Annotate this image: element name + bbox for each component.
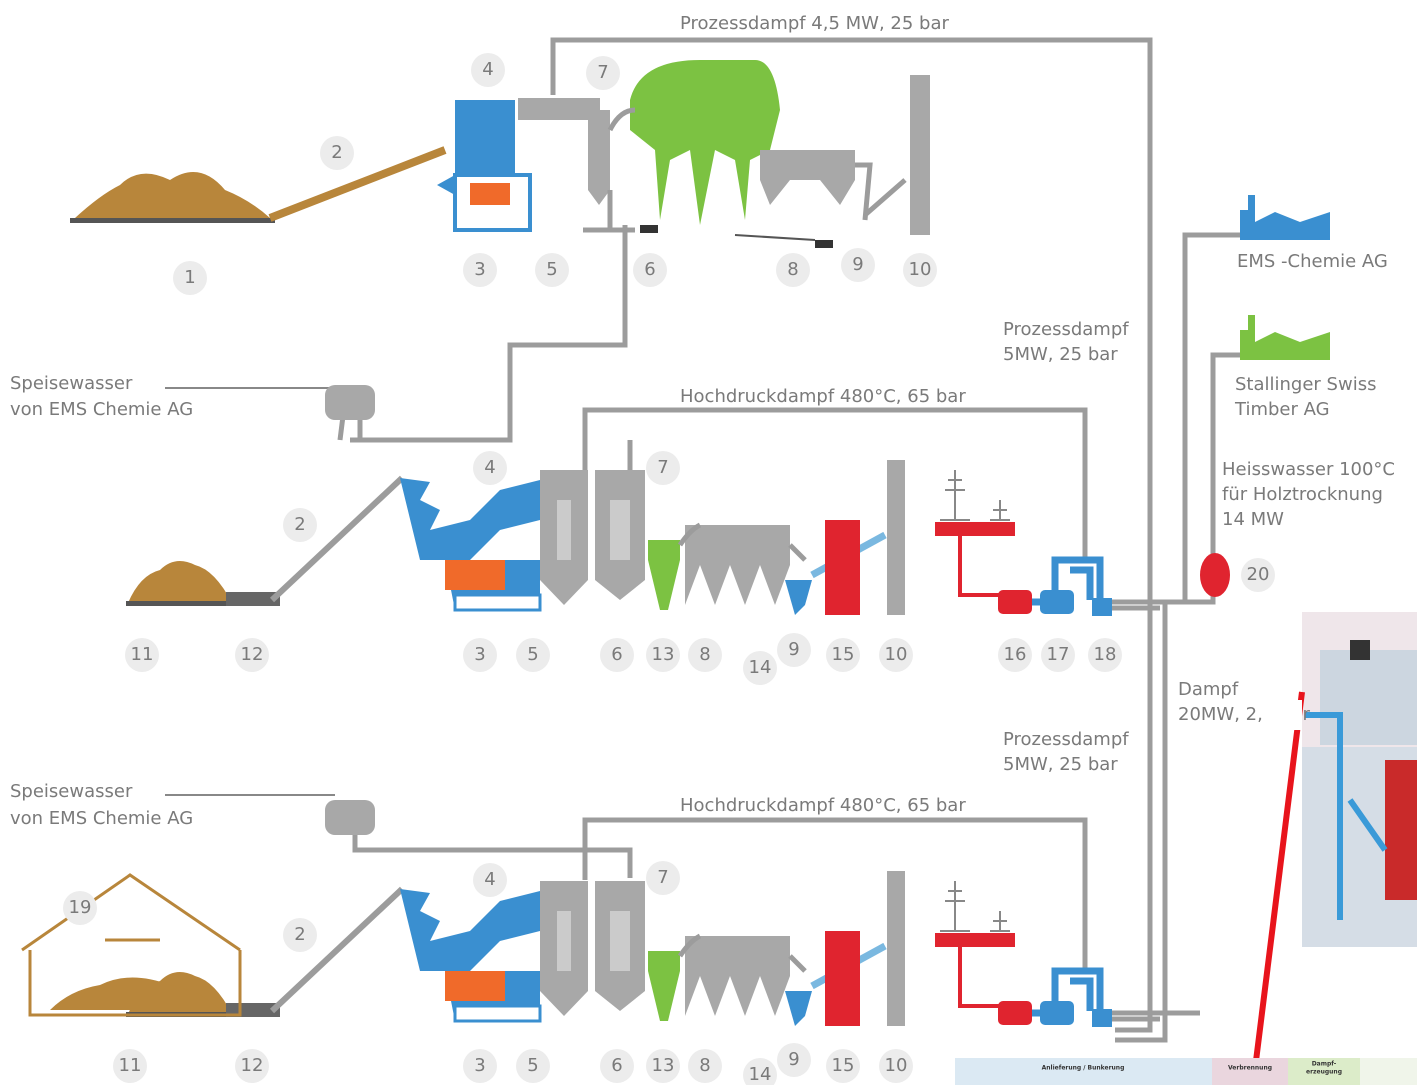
marker-number: 4 bbox=[484, 869, 495, 890]
label: von EMS Chemie AG bbox=[10, 399, 193, 420]
marker-number: 15 bbox=[832, 1055, 855, 1076]
label: Prozessdampf 4,5 MW, 25 bar bbox=[680, 13, 950, 34]
label: 5MW, 25 bar bbox=[1003, 754, 1118, 775]
marker-number: 5 bbox=[546, 259, 557, 280]
label: von EMS Chemie AG bbox=[10, 808, 193, 829]
marker-number: 12 bbox=[241, 1055, 264, 1076]
marker-number: 2 bbox=[294, 924, 305, 945]
marker-number: 13 bbox=[652, 1055, 675, 1076]
marker-number: 7 bbox=[657, 457, 668, 478]
label: Prozessdampf bbox=[1003, 729, 1129, 750]
marker-number: 19 bbox=[69, 897, 92, 918]
marker-number: 14 bbox=[749, 657, 772, 678]
marker-number: 1 bbox=[184, 267, 195, 288]
marker-number: 2 bbox=[294, 514, 305, 535]
label: Speisewasser bbox=[10, 373, 133, 394]
marker-number: 12 bbox=[241, 644, 264, 665]
label: Stallinger Swiss bbox=[1235, 374, 1376, 395]
label: EMS -Chemie AG bbox=[1237, 251, 1388, 272]
marker-number: 9 bbox=[852, 254, 863, 275]
marker-number: 8 bbox=[699, 1055, 710, 1076]
label: Timber AG bbox=[1234, 399, 1330, 420]
marker-number: 8 bbox=[699, 644, 710, 665]
marker-number: 6 bbox=[611, 644, 622, 665]
marker-number: 14 bbox=[749, 1064, 772, 1085]
marker-number: 17 bbox=[1047, 644, 1070, 665]
label: Dampf bbox=[1178, 679, 1239, 700]
marker-number: 3 bbox=[474, 1055, 485, 1076]
marker-number: 4 bbox=[482, 59, 493, 80]
marker-number: 11 bbox=[119, 1055, 142, 1076]
label: 5MW, 25 bar bbox=[1003, 344, 1118, 365]
label: Hochdruckdampf 480°C, 65 bar bbox=[680, 386, 966, 407]
label: Hochdruckdampf 480°C, 65 bar bbox=[680, 795, 966, 816]
marker-number: 20 bbox=[1247, 564, 1270, 585]
label: Heisswasser 100°C bbox=[1222, 459, 1395, 480]
marker-number: 2 bbox=[331, 142, 342, 163]
marker-number: 10 bbox=[885, 644, 908, 665]
marker-number: 4 bbox=[484, 457, 495, 478]
table-cell: Verbrennung bbox=[1228, 1065, 1272, 1072]
marker-number: 16 bbox=[1004, 644, 1027, 665]
marker-number: 15 bbox=[832, 644, 855, 665]
table-cell: erzeugung bbox=[1306, 1069, 1342, 1076]
diagram: Prozessdampf 4,5 MW, 25 bar Prozessdampf 5… bbox=[0, 0, 1417, 1085]
marker-number: 7 bbox=[597, 62, 608, 83]
marker-number: 10 bbox=[885, 1055, 908, 1076]
marker-number: 8 bbox=[787, 259, 798, 280]
marker-number: 9 bbox=[788, 639, 799, 660]
label: 14 MW bbox=[1222, 509, 1284, 530]
marker-number: 11 bbox=[131, 644, 154, 665]
marker-number: 7 bbox=[657, 867, 668, 888]
marker-number: 5 bbox=[527, 644, 538, 665]
marker-number: 13 bbox=[652, 644, 675, 665]
marker-number: 3 bbox=[474, 259, 485, 280]
marker-number: 18 bbox=[1094, 644, 1117, 665]
marker-number: 10 bbox=[909, 259, 932, 280]
marker-number: 6 bbox=[644, 259, 655, 280]
label: Prozessdampf bbox=[1003, 319, 1129, 340]
label: Speisewasser bbox=[10, 781, 133, 802]
marker-number: 6 bbox=[611, 1055, 622, 1076]
table-cell: Dampf- bbox=[1312, 1061, 1337, 1068]
marker-number: 5 bbox=[527, 1055, 538, 1076]
marker-number: 3 bbox=[474, 644, 485, 665]
table-cell: Anlieferung / Bunkerung bbox=[1042, 1065, 1125, 1072]
inset-edge bbox=[1262, 700, 1302, 730]
label: für Holztrocknung bbox=[1222, 484, 1383, 505]
marker-number: 9 bbox=[788, 1049, 799, 1070]
